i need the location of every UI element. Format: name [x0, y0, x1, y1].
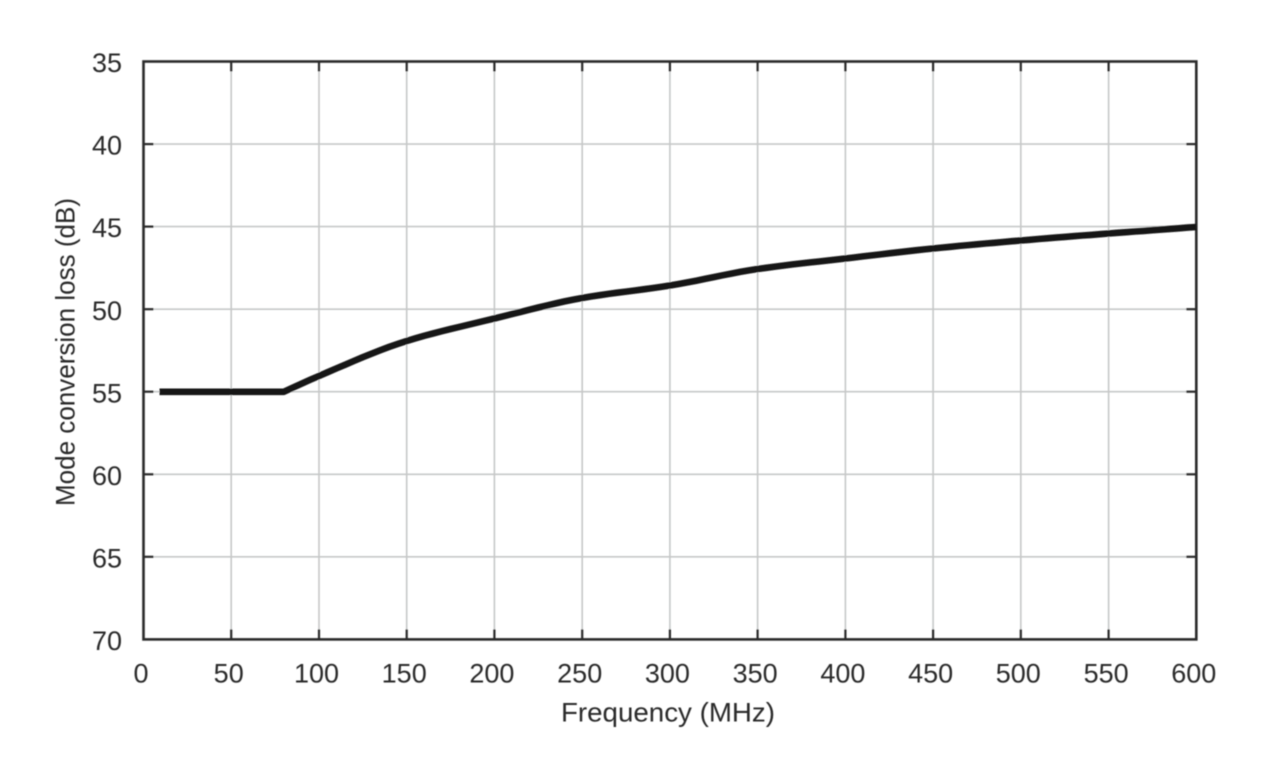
svg-text:40: 40: [92, 131, 122, 161]
svg-text:150: 150: [382, 659, 427, 689]
svg-text:600: 600: [1171, 659, 1216, 689]
svg-text:0: 0: [133, 659, 148, 689]
svg-text:Frequency (MHz): Frequency (MHz): [561, 698, 775, 728]
svg-text:65: 65: [92, 543, 122, 573]
svg-text:50: 50: [214, 659, 244, 689]
svg-text:500: 500: [996, 659, 1041, 689]
svg-text:70: 70: [92, 626, 122, 656]
svg-text:50: 50: [92, 296, 122, 326]
svg-text:450: 450: [908, 659, 953, 689]
svg-text:300: 300: [645, 659, 690, 689]
svg-text:200: 200: [469, 659, 514, 689]
svg-text:Mode conversion loss (dB): Mode conversion loss (dB): [51, 198, 81, 506]
svg-text:350: 350: [733, 659, 778, 689]
svg-text:35: 35: [92, 48, 122, 78]
svg-text:100: 100: [294, 659, 339, 689]
svg-text:55: 55: [92, 378, 122, 408]
svg-text:60: 60: [92, 461, 122, 491]
svg-text:400: 400: [820, 659, 865, 689]
svg-text:550: 550: [1084, 659, 1129, 689]
svg-text:45: 45: [92, 213, 122, 243]
svg-text:250: 250: [557, 659, 602, 689]
